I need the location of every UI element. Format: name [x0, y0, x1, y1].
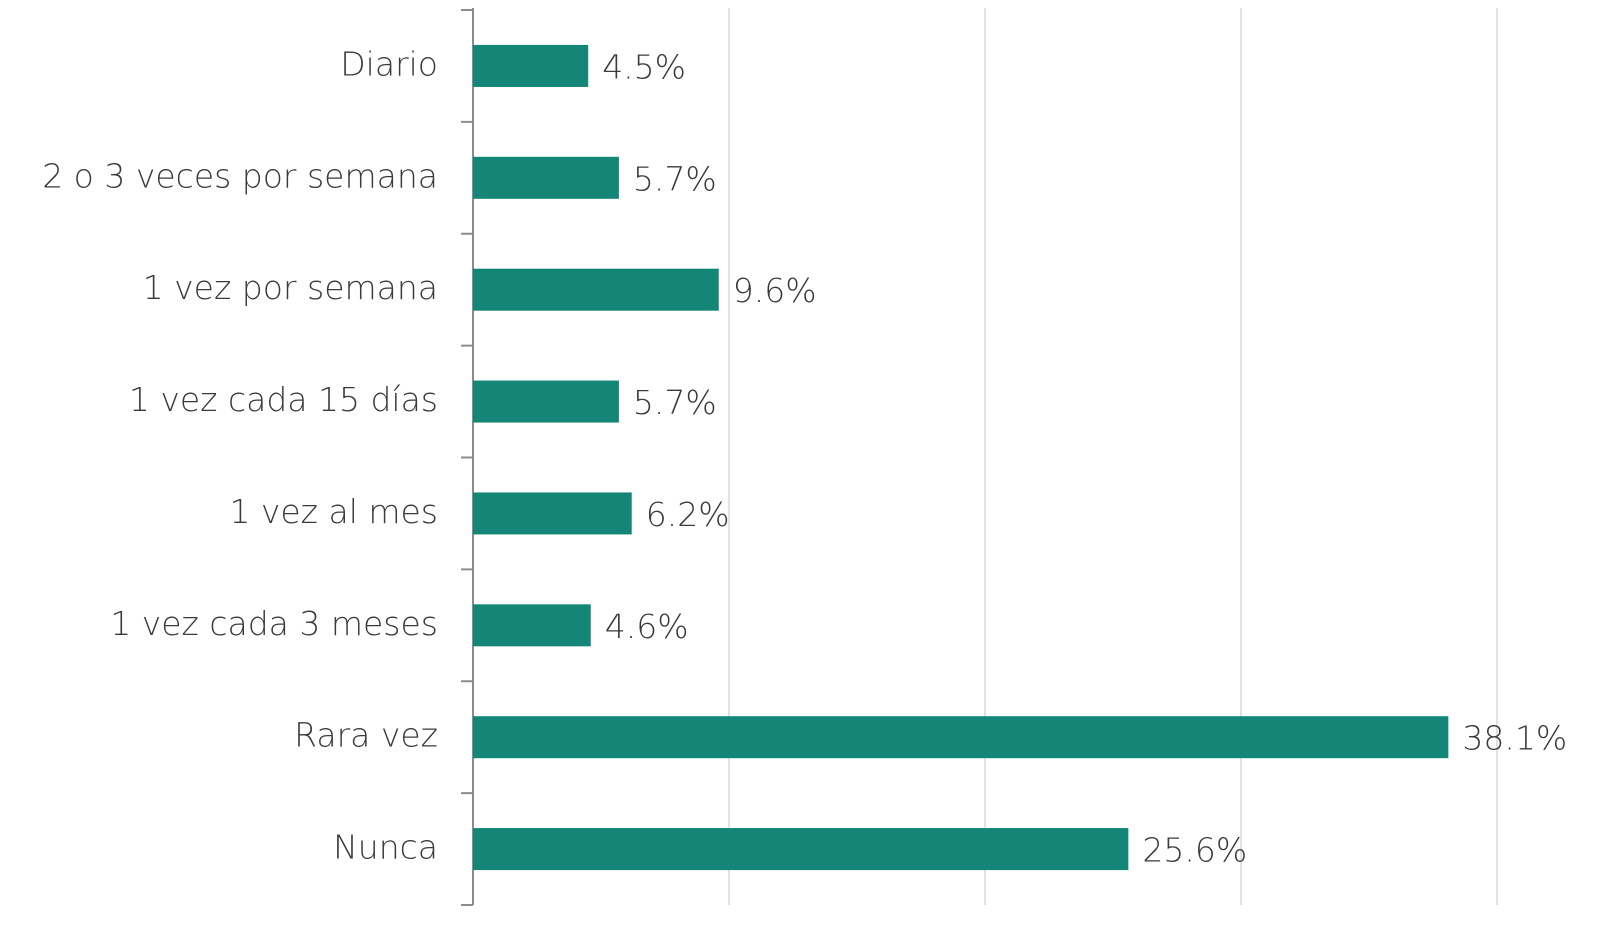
value-label: 38.1% [1462, 719, 1567, 758]
bar [473, 716, 1449, 759]
bar [473, 156, 619, 199]
y-tick-label: 1 vez al mes [229, 492, 438, 531]
value-label: 25.6% [1142, 831, 1247, 870]
bar [473, 828, 1129, 871]
y-tick-label: 1 vez por semana [143, 268, 438, 307]
bar [473, 380, 619, 423]
bar [473, 44, 589, 87]
y-tick-label: Rara vez [294, 716, 438, 755]
y-tick-label: Nunca [333, 828, 438, 867]
value-label: 5.7% [633, 383, 717, 422]
bar [473, 604, 591, 647]
bar [473, 268, 719, 311]
y-tick-label: 1 vez cada 3 meses [110, 604, 438, 643]
value-label: 9.6% [733, 271, 817, 310]
value-label: 5.7% [633, 159, 717, 198]
value-label: 4.6% [605, 607, 689, 646]
value-label: 6.2% [646, 495, 730, 534]
bar [473, 492, 632, 535]
y-tick-label: Diario [340, 44, 438, 83]
value-label: 4.5% [602, 47, 686, 86]
y-tick-label: 2 o 3 veces por semana [42, 156, 438, 195]
y-tick-label: 1 vez cada 15 días [129, 380, 438, 419]
